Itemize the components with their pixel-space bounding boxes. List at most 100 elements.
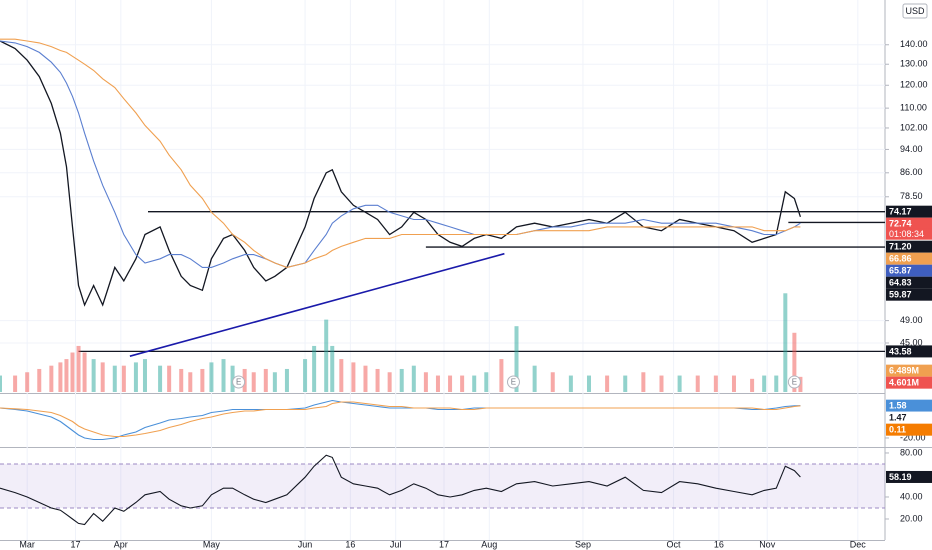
volume-bar bbox=[399, 368, 404, 392]
earnings-marker bbox=[787, 375, 801, 389]
volume-bar bbox=[251, 372, 256, 392]
x-tick-label: Apr bbox=[114, 539, 128, 549]
rsi-band bbox=[0, 463, 885, 508]
volume-bar bbox=[312, 345, 317, 392]
price-label-box bbox=[886, 364, 932, 377]
y-tick-label: 120.00 bbox=[900, 80, 928, 90]
volume-bar bbox=[605, 375, 610, 392]
volume-bar bbox=[339, 359, 344, 392]
volume-bar bbox=[659, 375, 664, 392]
price-label: 66.86 bbox=[889, 254, 912, 264]
price-label-box bbox=[886, 345, 932, 358]
volume-bar bbox=[100, 362, 105, 392]
volume-bar bbox=[25, 372, 30, 392]
volume-bar bbox=[330, 345, 335, 392]
x-tick-label: Aug bbox=[481, 539, 497, 549]
earnings-marker bbox=[232, 375, 246, 389]
volume-bar bbox=[112, 365, 117, 392]
price-label-box bbox=[886, 376, 932, 389]
volume-bar bbox=[568, 375, 573, 392]
x-tick-label: 17 bbox=[71, 539, 81, 549]
currency: USD bbox=[905, 6, 925, 16]
y-tick-label: -20.00 bbox=[900, 432, 926, 442]
volume-bar bbox=[713, 375, 718, 392]
volume-bar bbox=[221, 359, 226, 392]
x-tick-label: Jun bbox=[298, 539, 313, 549]
y-tick-label: 110.00 bbox=[900, 103, 927, 113]
volume-bar bbox=[179, 368, 184, 392]
currency-box[interactable] bbox=[902, 3, 928, 19]
price-label: 64.83 bbox=[889, 278, 912, 288]
price-label-box bbox=[886, 423, 932, 436]
price-label-box bbox=[886, 240, 932, 253]
price-label-box bbox=[886, 205, 932, 218]
volume-bar bbox=[695, 375, 700, 392]
volume-bar bbox=[230, 365, 235, 392]
earnings-label: E bbox=[792, 378, 797, 387]
y-tick-label: 78.50 bbox=[900, 191, 923, 201]
volume-bar bbox=[76, 345, 81, 392]
volume-bar bbox=[411, 365, 416, 392]
earnings-label: E bbox=[511, 378, 516, 387]
volume-bar bbox=[774, 375, 779, 392]
earnings-marker bbox=[506, 375, 520, 389]
volume-bar bbox=[37, 368, 42, 392]
x-tick-label: 16 bbox=[345, 539, 355, 549]
price-label: 1.58 bbox=[889, 401, 907, 411]
volume-bar bbox=[70, 352, 75, 392]
volume-bar bbox=[13, 375, 18, 392]
series-line bbox=[0, 40, 801, 268]
y-tick-label: 20.00 bbox=[900, 513, 923, 523]
y-tick-label: 94.00 bbox=[900, 144, 923, 154]
price-label: 65.87 bbox=[889, 266, 912, 276]
volume-bar bbox=[200, 368, 205, 392]
volume-bar bbox=[460, 375, 465, 392]
price-label: 1.47 bbox=[889, 413, 907, 423]
volume-bar bbox=[133, 362, 138, 392]
volume-bar bbox=[0, 375, 2, 392]
price-label: 6.489M bbox=[889, 366, 919, 376]
volume-bar bbox=[641, 372, 646, 392]
price-label: 58.19 bbox=[889, 472, 912, 482]
volume-bar bbox=[91, 359, 96, 392]
y-tick-label: 45.00 bbox=[900, 337, 923, 347]
volume-bar bbox=[623, 375, 628, 392]
price-label: 74.17 bbox=[889, 207, 912, 217]
y-tick-label: 130.00 bbox=[900, 59, 928, 69]
price-label-box bbox=[886, 288, 932, 301]
y-tick-label: 140.00 bbox=[900, 39, 928, 49]
volume-bar bbox=[188, 372, 193, 392]
price-label: 59.87 bbox=[889, 290, 912, 300]
countdown: 01:08:34 bbox=[889, 229, 924, 239]
volume-bar bbox=[167, 365, 172, 392]
volume-bar bbox=[272, 372, 277, 392]
volume-bar bbox=[499, 359, 504, 392]
volume-bar bbox=[142, 359, 147, 392]
volume-bar bbox=[209, 362, 214, 392]
y-tick-label: 80.00 bbox=[900, 447, 923, 457]
price-label: 72.74 bbox=[889, 219, 912, 229]
price-label: 43.58 bbox=[889, 346, 912, 356]
series-line bbox=[0, 40, 802, 307]
volume-bar bbox=[284, 368, 289, 392]
price-label-box bbox=[886, 399, 932, 412]
price-label-box bbox=[886, 470, 932, 483]
countdown-box bbox=[886, 228, 932, 240]
x-tick-label: May bbox=[203, 539, 221, 549]
volume-bar bbox=[263, 368, 268, 392]
y-tick-label: 40.00 bbox=[900, 491, 923, 501]
volume-bar bbox=[472, 375, 477, 392]
x-tick-label: Sep bbox=[575, 539, 591, 549]
price-label-box bbox=[886, 217, 932, 230]
volume-bar bbox=[750, 378, 755, 392]
volume-bar bbox=[64, 359, 69, 392]
volume-bar bbox=[82, 352, 87, 392]
volume-bar bbox=[514, 326, 519, 392]
volume-bar bbox=[762, 375, 767, 392]
volume-bar bbox=[423, 372, 428, 392]
x-tick-label: Oct bbox=[667, 539, 682, 549]
x-tick-label: 16 bbox=[714, 539, 724, 549]
series-line bbox=[0, 401, 801, 438]
volume-bar bbox=[783, 293, 788, 392]
